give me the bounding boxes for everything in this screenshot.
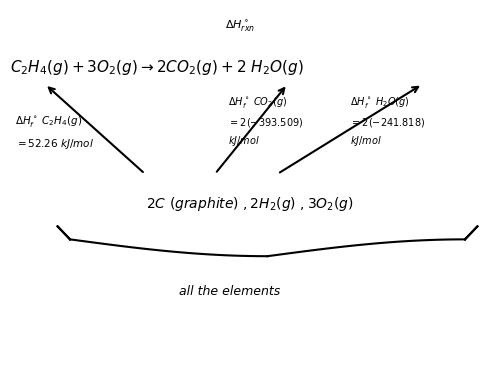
Text: $= 2(-241.818)$: $= 2(-241.818)$ (350, 116, 425, 129)
Text: $C_2H_4(g) + 3O_2(g) \rightarrow 2CO_2(g) + 2\ H_2O(g)$: $C_2H_4(g) + 3O_2(g) \rightarrow 2CO_2(g… (10, 58, 304, 77)
Text: $kJ/mol$: $kJ/mol$ (228, 134, 260, 148)
Text: $\Delta H^\circ_f\ C_2H_4(g)$: $\Delta H^\circ_f\ C_2H_4(g)$ (15, 114, 82, 129)
Text: $\Delta H^\circ_f\ CO_2(g)$: $\Delta H^\circ_f\ CO_2(g)$ (228, 95, 286, 110)
Text: all the elements: all the elements (180, 285, 280, 298)
Text: $2C\ (graphite)\ ,2H_2(g)\ ,3O_2(g)$: $2C\ (graphite)\ ,2H_2(g)\ ,3O_2(g)$ (146, 195, 354, 213)
Text: $\Delta H^\circ_f\ H_2O(g)$: $\Delta H^\circ_f\ H_2O(g)$ (350, 95, 410, 110)
Text: $kJ/mol$: $kJ/mol$ (350, 134, 382, 148)
Text: $\Delta H^\circ_{rxn}$: $\Delta H^\circ_{rxn}$ (225, 19, 255, 34)
Text: $= 52.26\ kJ/mol$: $= 52.26\ kJ/mol$ (15, 137, 94, 151)
Text: $= 2(-393.509)$: $= 2(-393.509)$ (228, 116, 303, 129)
